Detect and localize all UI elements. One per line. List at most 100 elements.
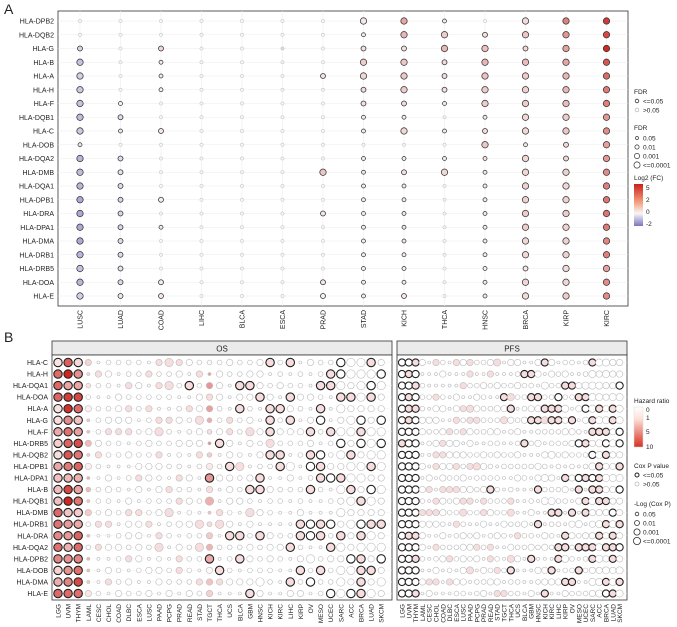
b-bubble-pfs: [502, 545, 506, 550]
b-bubble-pfs: [494, 440, 500, 447]
b-bubble-os: [195, 405, 203, 413]
a-cancer-label: THCA: [442, 310, 449, 329]
b-bubble-pfs: [418, 532, 426, 540]
b-bubble-pfs: [427, 464, 432, 469]
a-bubble: [361, 169, 366, 175]
b-bubble-pfs: [588, 509, 596, 517]
b-bubble-pfs: [426, 429, 432, 435]
b-bubble-os: [317, 371, 324, 377]
b-bubble-os: [156, 394, 162, 400]
b-bubble-pfs: [397, 392, 407, 402]
b-bubble-os: [356, 427, 366, 437]
b-bubble-pfs: [459, 555, 467, 563]
b-bubble-pfs: [474, 452, 480, 458]
b-bubble-os: [295, 565, 306, 576]
b-bubble-pfs: [548, 370, 556, 378]
b-bubble-pfs: [602, 405, 610, 413]
b-bubble-os: [215, 519, 225, 529]
b-bubble-os: [115, 359, 122, 366]
b-bubble-os: [258, 418, 262, 423]
b-bubble-os: [328, 440, 334, 447]
b-bubble-pfs: [426, 440, 432, 447]
b-bubble-pfs: [581, 381, 590, 390]
b-bubble-pfs: [602, 474, 610, 482]
b-bubble-pfs: [404, 427, 413, 436]
a-gene-label: HLA-DQA1: [19, 184, 54, 191]
a-bubble: [401, 266, 407, 271]
b-bubble-pfs: [588, 566, 596, 574]
b-bubble-pfs: [540, 416, 549, 425]
b-bubble-os: [267, 567, 273, 574]
a-bubble: [521, 127, 530, 135]
b-bubble-pfs: [615, 427, 624, 436]
a-bubble: [118, 87, 123, 92]
b-bubble-os: [86, 453, 91, 457]
b-bubble-pfs: [466, 370, 474, 378]
b-bubble-os: [106, 395, 111, 399]
b-bubble-pfs: [568, 428, 576, 436]
b-bubble-pfs: [487, 533, 494, 539]
b-bubble-pfs: [425, 520, 433, 528]
b-bubble-os: [297, 579, 304, 585]
b-bubble-os: [327, 555, 335, 563]
b-bubble-os: [237, 475, 243, 481]
b-cancer-label-os: LUAD: [369, 604, 376, 622]
b-bubble-os: [86, 372, 91, 376]
b-bubble-os: [366, 519, 376, 529]
b-bubble-pfs: [466, 486, 474, 494]
b-bubble-os: [305, 530, 316, 541]
a-bubble: [401, 238, 407, 244]
b-bubble-pfs: [588, 532, 596, 540]
a-bubble: [158, 279, 164, 286]
b-bubble-os: [206, 589, 214, 597]
b-bubble-pfs: [570, 372, 574, 376]
b-bubble-pfs: [459, 566, 467, 574]
b-bubble-pfs: [576, 418, 581, 423]
a-bubble: [321, 101, 325, 106]
b-bubble-pfs: [548, 486, 555, 493]
b-bubble-pfs: [427, 568, 432, 573]
b-bubble-pfs: [397, 589, 407, 598]
b-bubble-pfs: [466, 439, 474, 447]
b-bubble-os: [308, 510, 313, 515]
b-bubble-pfs: [487, 452, 494, 458]
b-bubble-pfs: [499, 392, 509, 402]
b-bubble-pfs: [404, 392, 413, 402]
b-bubble-pfs: [554, 554, 563, 563]
b-bubble-pfs: [542, 429, 548, 435]
b-bubble-pfs: [502, 557, 506, 561]
b-bubble-pfs: [549, 557, 554, 561]
b-bubble-os: [73, 380, 83, 391]
a-bubble: [240, 184, 244, 188]
b-bubble-pfs: [480, 406, 487, 412]
legend-logp-title: -Log (Cox P): [634, 501, 671, 508]
b-bubble-pfs: [439, 370, 447, 378]
b-bubble-pfs: [459, 382, 467, 390]
b-gene-label: HLA-DOB: [17, 568, 48, 575]
b-bubble-pfs: [425, 474, 433, 482]
b-bubble-os: [337, 555, 345, 563]
b-cancer-label-os: TGCT: [207, 604, 214, 622]
a-bubble: [562, 182, 570, 190]
b-bubble-pfs: [528, 440, 534, 447]
b-bubble-os: [86, 533, 91, 538]
a-bubble: [240, 19, 244, 23]
b-bubble-pfs: [425, 416, 433, 424]
b-bubble-os: [227, 371, 233, 377]
b-bubble-pfs: [529, 568, 534, 573]
b-bubble-pfs: [567, 508, 577, 517]
b-bubble-os: [135, 474, 143, 482]
a-bubble: [280, 32, 285, 37]
a-bubble: [401, 293, 407, 299]
b-bubble-pfs: [446, 509, 453, 516]
b-bubble-os: [266, 543, 274, 551]
b-bubble-pfs: [561, 554, 570, 563]
b-bubble-os: [186, 533, 193, 539]
legend-logp-marker-4: [633, 537, 642, 546]
b-bubble-pfs: [555, 371, 562, 377]
b-bubble-os: [217, 591, 222, 596]
b-bubble-os: [197, 476, 202, 480]
b-bubble-os: [356, 496, 366, 506]
b-bubble-pfs: [554, 404, 563, 413]
a-bubble: [159, 142, 163, 147]
